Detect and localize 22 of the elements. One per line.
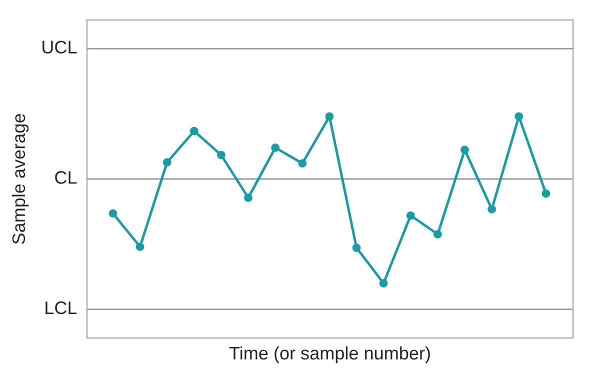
point — [542, 189, 550, 198]
point — [434, 230, 442, 238]
ref-line-label: UCL — [42, 40, 77, 54]
point — [136, 242, 144, 251]
ref-line-label: LCL — [46, 301, 77, 314]
ref-line-label: CL — [55, 171, 77, 184]
point — [488, 205, 496, 214]
point — [162, 158, 172, 166]
point — [379, 279, 388, 288]
point — [514, 112, 524, 121]
point — [406, 211, 415, 220]
point — [108, 209, 118, 218]
point — [298, 159, 307, 168]
point — [244, 194, 252, 202]
point — [271, 144, 280, 152]
point — [217, 150, 226, 160]
point — [325, 112, 334, 121]
point — [352, 244, 361, 252]
x-axis-title: Time (or sample number) — [229, 346, 430, 364]
point — [190, 126, 198, 136]
y-axis-title: Sample average — [12, 114, 29, 244]
point — [460, 146, 469, 154]
